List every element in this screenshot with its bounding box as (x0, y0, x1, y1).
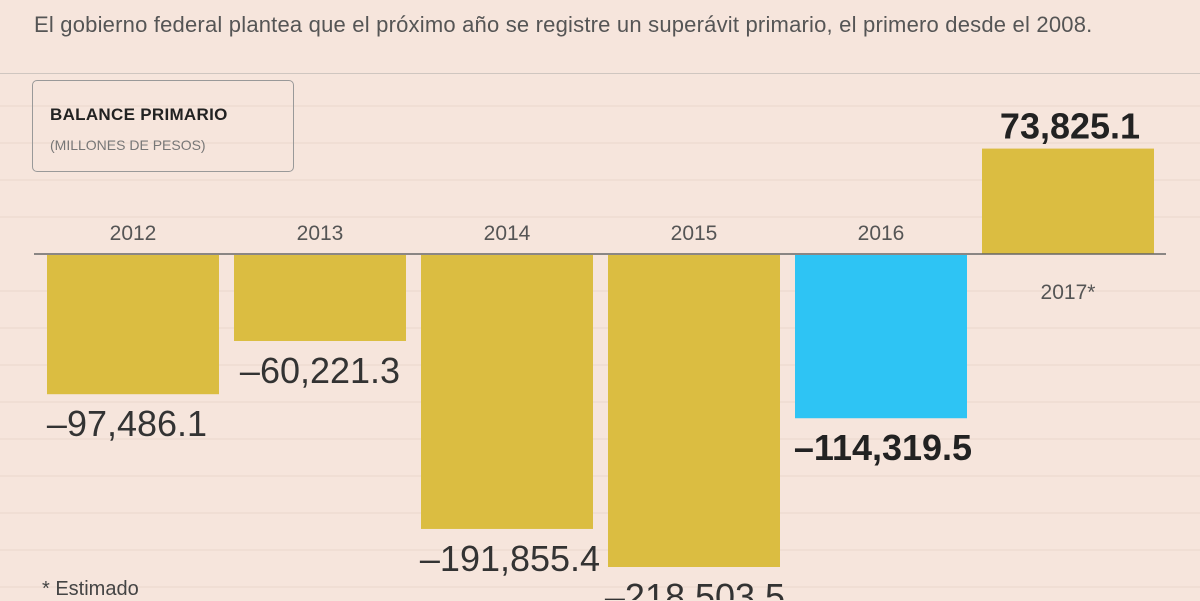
bar-2013 (234, 255, 406, 341)
bar-2016 (795, 255, 967, 419)
year-label: 2017* (1041, 281, 1096, 304)
bar-2015 (608, 255, 780, 567)
bar-2014 (421, 255, 593, 529)
year-label: 2014 (484, 222, 531, 245)
chart-subtitle: El gobierno federal plantea que el próxi… (34, 12, 1093, 37)
legend-box: BALANCE PRIMARIO (MILLONES DE PESOS) (32, 80, 294, 172)
bars (47, 148, 1154, 567)
value-label: –97,486.1 (47, 403, 207, 444)
year-label: 2012 (110, 222, 157, 245)
year-label: 2015 (671, 222, 718, 245)
bar-2012 (47, 255, 219, 395)
bar-2017 (982, 148, 1154, 254)
value-label: –218,503.5 (605, 576, 785, 600)
value-label: 73,825.1 (1000, 106, 1140, 147)
legend-title: BALANCE PRIMARIO (50, 105, 228, 124)
year-label: 2016 (858, 222, 905, 245)
footnote: * Estimado (42, 578, 139, 600)
year-label: 2013 (297, 222, 344, 245)
labels: 2012 –97,486.1 2013 –60,221.3 2014 –191,855.4… (47, 106, 1140, 600)
value-label: –191,855.4 (420, 538, 600, 579)
value-label: –114,319.5 (794, 427, 972, 468)
header-divider (0, 73, 1200, 74)
value-label: –60,221.3 (240, 350, 400, 391)
legend-unit: (MILLONES DE PESOS) (50, 137, 206, 153)
